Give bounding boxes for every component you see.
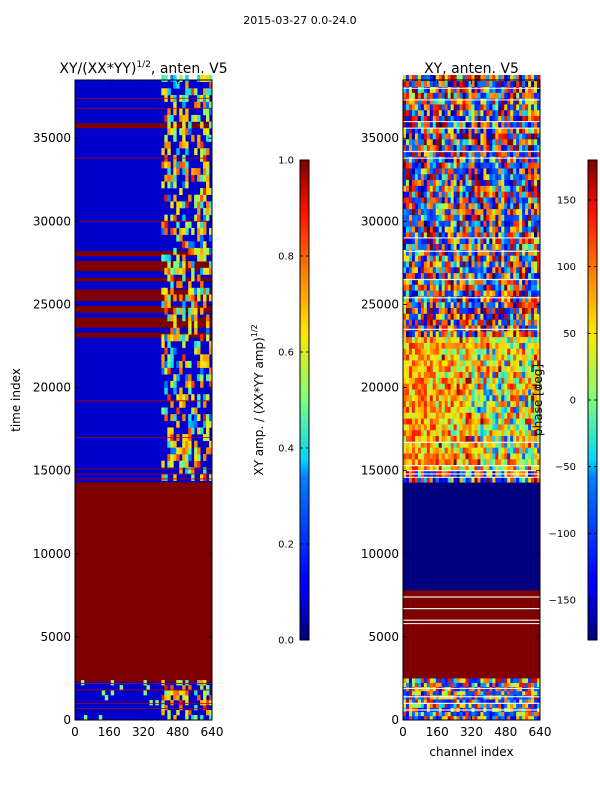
colorbar-label: phase [deg] xyxy=(531,364,545,436)
colorbar-label: XY amp. / (XX*YY amp)1/2 xyxy=(250,324,266,475)
colorbar-2: −150 −100 −50 0 50 100 150 phase [deg] xyxy=(531,159,598,641)
y-tick-label: 15000 xyxy=(33,464,71,478)
panel-title: XY, anten. V5 xyxy=(424,61,519,77)
x-tick-label: 160 xyxy=(98,725,121,739)
x-axis-label: channel index xyxy=(429,745,513,759)
x-tick-label: 640 xyxy=(529,725,552,739)
y-tick-label: 25000 xyxy=(361,297,399,311)
y-tick-label: 5000 xyxy=(40,630,71,644)
x-axis: 0 160 320 480 640 xyxy=(399,80,551,739)
x-tick-label: 480 xyxy=(166,725,189,739)
colorbar-gradient xyxy=(299,159,310,641)
y-axis: 0 5000 10000 15000 20000 25000 30000 35000 xyxy=(33,131,212,727)
heatmap-panel-1: 0 160 320 480 640 0 5000 10000 15000 20000 25000 30… xyxy=(9,60,310,739)
figure-suptitle: 2015-03-27 0.0-24.0 xyxy=(243,14,357,27)
colorbar-tick-label: 0.2 xyxy=(278,540,294,551)
y-tick-label: 10000 xyxy=(33,547,71,561)
heatmap-cells xyxy=(75,75,213,721)
x-tick-label: 640 xyxy=(201,725,224,739)
colorbar-tick-label: 0.4 xyxy=(278,444,294,455)
colorbar-tick-label: 50 xyxy=(563,329,576,340)
colorbar-tick-label: 0.0 xyxy=(278,636,294,647)
heatmap-cells xyxy=(403,75,541,721)
colorbar-tick-label: 150 xyxy=(557,196,576,207)
x-tick-label: 0 xyxy=(399,725,407,739)
x-axis: 0 160 320 480 640 xyxy=(71,80,223,739)
colorbar-tick-label: 0.6 xyxy=(278,348,294,359)
y-tick-label: 0 xyxy=(391,713,399,727)
y-tick-label: 20000 xyxy=(33,381,71,395)
colorbar-tick-label: −100 xyxy=(549,529,576,540)
y-tick-label: 5000 xyxy=(368,630,399,644)
y-tick-label: 0 xyxy=(63,713,71,727)
panel-title: XY/(XX*YY)1/2, anten. V5 xyxy=(59,60,227,77)
x-tick-label: 320 xyxy=(132,725,155,739)
x-tick-label: 160 xyxy=(426,725,449,739)
y-tick-label: 10000 xyxy=(361,547,399,561)
colorbar-tick-label: 100 xyxy=(557,262,576,273)
y-tick-label: 35000 xyxy=(33,131,71,145)
colorbar-tick-label: 0 xyxy=(570,396,576,407)
x-tick-label: 480 xyxy=(494,725,517,739)
heatmap-panel-2: 0 160 320 480 640 0 5000 10000 15000 20000 25000 30… xyxy=(361,61,598,759)
y-axis: 0 5000 10000 15000 20000 25000 30000 35000 xyxy=(361,131,540,727)
y-axis-label: time index xyxy=(9,368,23,432)
colorbar-tick-label: 1.0 xyxy=(278,156,294,167)
colorbar-1: 0.0 0.2 0.4 0.6 0.8 1.0 XY amp. / (XX*YY amp)1… xyxy=(250,156,310,647)
y-tick-label: 20000 xyxy=(361,381,399,395)
colorbar-tick-label: −50 xyxy=(555,462,576,473)
y-tick-label: 25000 xyxy=(33,297,71,311)
x-tick-label: 0 xyxy=(71,725,79,739)
colorbar-tick-label: −150 xyxy=(549,596,576,607)
y-tick-label: 15000 xyxy=(361,464,399,478)
x-tick-label: 320 xyxy=(460,725,483,739)
y-tick-label: 30000 xyxy=(33,214,71,228)
y-tick-label: 30000 xyxy=(361,214,399,228)
y-tick-label: 35000 xyxy=(361,131,399,145)
colorbar-tick-label: 0.8 xyxy=(278,252,294,263)
